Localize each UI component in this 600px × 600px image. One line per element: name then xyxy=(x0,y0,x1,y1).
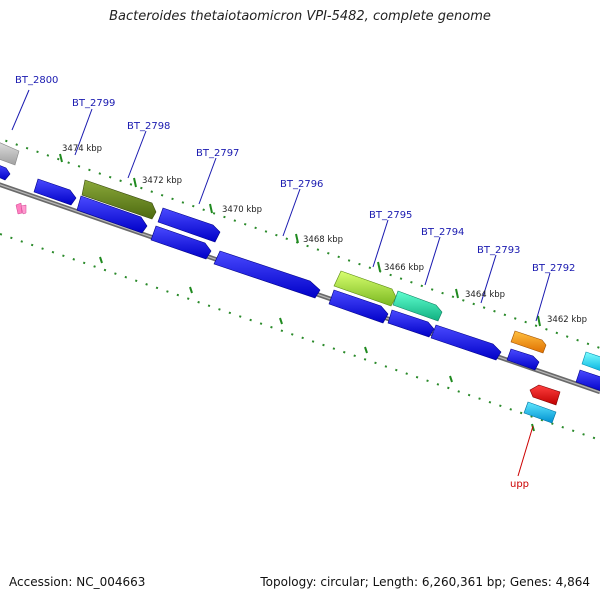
gene-bt2794[interactable] xyxy=(392,290,443,322)
gene-label: BT_2793 xyxy=(477,245,520,256)
gene-bt2796[interactable] xyxy=(213,250,321,299)
gene-label: BT_2800 xyxy=(15,75,58,86)
gene-bt2799[interactable] xyxy=(33,178,77,206)
tick-label: 3468 kbp xyxy=(303,235,343,245)
genome-summary-text: Topology: circular; Length: 6,260,361 bp… xyxy=(260,575,590,589)
inner-tick-rail xyxy=(0,233,600,441)
gene-label-upp: upp xyxy=(510,479,529,490)
gene-label: BT_2792 xyxy=(532,263,575,274)
gene-label: BT_2795 xyxy=(369,210,412,221)
gene-red[interactable] xyxy=(529,384,561,406)
gene-blue-left-edge[interactable] xyxy=(0,164,11,181)
major-ticks xyxy=(59,153,541,432)
map-title: Bacteroides thetaiotaomicron VPI-5482, c… xyxy=(109,9,491,24)
tick-label: 3472 kbp xyxy=(142,176,182,186)
gene-blue-right-edge[interactable] xyxy=(575,369,600,392)
gene-blue-2[interactable] xyxy=(76,195,148,234)
gene-bt2795[interactable] xyxy=(333,270,397,307)
gene-labels: BT_2800 BT_2799 BT_2798 BT_2797 BT_2796 … xyxy=(15,75,575,490)
gene-label: BT_2798 xyxy=(127,121,170,132)
gene-blue-3[interactable] xyxy=(150,225,212,260)
gene-blue-5[interactable] xyxy=(328,289,389,324)
gene-upp[interactable] xyxy=(523,401,557,424)
tick-label: 3462 kbp xyxy=(547,315,587,325)
gene-bt2793[interactable] xyxy=(430,324,502,361)
gene-blue-8[interactable] xyxy=(506,348,540,371)
gene-bt2798[interactable] xyxy=(81,179,157,220)
gene-bt2792[interactable] xyxy=(510,330,547,354)
outer-tick-rail xyxy=(0,137,600,349)
gene-bt2797-top[interactable] xyxy=(157,207,221,243)
label-leaders xyxy=(11,89,551,477)
tick-label: 3470 kbp xyxy=(222,205,262,215)
gene-label: BT_2797 xyxy=(196,148,239,159)
gene-label: BT_2794 xyxy=(421,227,464,238)
gene-bt2800[interactable] xyxy=(0,141,20,166)
gene-cyan-right[interactable] xyxy=(581,351,600,372)
gene-label: BT_2796 xyxy=(280,179,323,190)
gene-blue-6[interactable] xyxy=(387,309,435,338)
tick-label: 3464 kbp xyxy=(465,290,505,300)
gene-label: BT_2799 xyxy=(72,98,115,109)
tick-labels: 3474 kbp 3472 kbp 3470 kbp 3468 kbp 3466… xyxy=(62,144,587,325)
tick-label: 3474 kbp xyxy=(62,144,102,154)
accession-text: Accession: NC_004663 xyxy=(9,575,146,589)
pink-feature-icon xyxy=(15,202,27,215)
tick-label: 3466 kbp xyxy=(384,263,424,273)
